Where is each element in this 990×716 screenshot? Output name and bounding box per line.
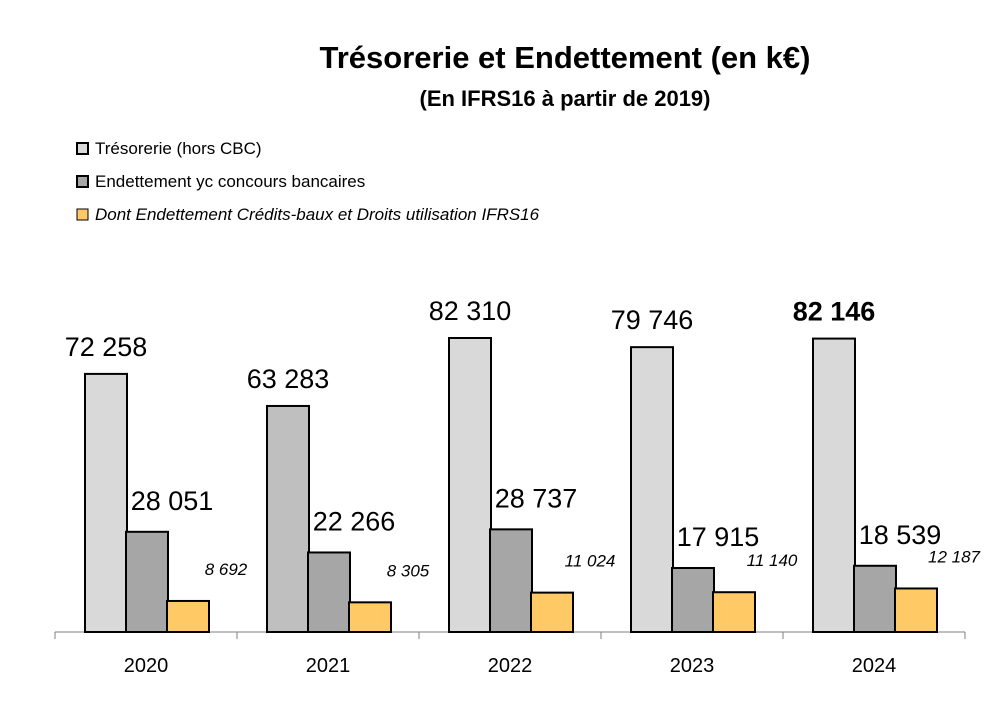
data-label-ifrs16-2021: 8 305 (387, 561, 430, 580)
data-label-endettement-2020: 28 051 (131, 486, 214, 516)
legend-swatch-tresorerie (76, 142, 89, 155)
x-tick-label-2022: 2022 (488, 655, 533, 677)
data-label-tresorerie-2021: 63 283 (247, 364, 330, 394)
bar-tresorerie-2023 (630, 346, 674, 633)
chart-title: Trésorerie et Endettement (en k€) (320, 40, 811, 75)
data-label-ifrs16-2023: 11 140 (747, 551, 798, 570)
x-tick-label-2024: 2024 (852, 655, 897, 677)
chart-subtitle: (En IFRS16 à partir de 2019) (420, 86, 711, 111)
bar-tresorerie-2024 (812, 337, 856, 633)
legend-label-tresorerie: Trésorerie (hors CBC) (95, 139, 262, 158)
bar-ifrs16-2020 (166, 599, 210, 633)
data-label-tresorerie-2024: 82 146 (793, 297, 876, 327)
data-label-ifrs16-2020: 8 692 (205, 560, 248, 579)
legend: Trésorerie (hors CBC) Endettement yc con… (76, 139, 540, 224)
bar-ifrs16-2022 (530, 591, 574, 633)
bar-endettement-2022 (489, 528, 533, 634)
bar-tresorerie-2020 (84, 372, 128, 633)
bar-endettement-2021 (307, 551, 351, 634)
plot-area: 2020 72 258 28 051 8 692 2021 63 283 22 266 8 3… (54, 296, 981, 677)
data-label-ifrs16-2024: 12 187 (928, 547, 981, 566)
x-tick-label-2020: 2020 (124, 655, 169, 677)
legend-label-endettement: Endettement yc concours bancaires (95, 172, 365, 191)
data-label-endettement-2023: 17 915 (677, 522, 760, 552)
bar-ifrs16-2024 (894, 587, 938, 634)
bar-endettement-2020 (125, 530, 169, 633)
bar-ifrs16-2021 (348, 601, 392, 634)
bar-tresorerie-2022 (448, 337, 492, 633)
x-tick-label-2021: 2021 (306, 655, 351, 677)
data-label-tresorerie-2020: 72 258 (65, 332, 148, 362)
data-label-endettement-2022: 28 737 (495, 483, 578, 513)
x-tick-label-2023: 2023 (670, 655, 715, 677)
data-label-tresorerie-2022: 82 310 (429, 296, 512, 326)
bar-tresorerie-2021 (266, 404, 310, 633)
data-label-endettement-2024: 18 539 (859, 520, 942, 550)
bar-endettement-2024 (853, 564, 897, 634)
data-label-tresorerie-2023: 79 746 (611, 305, 694, 335)
legend-label-ifrs16: Dont Endettement Crédits-baux et Droits … (95, 205, 540, 224)
bar-ifrs16-2023 (712, 591, 756, 634)
data-label-ifrs16-2022: 11 024 (565, 552, 616, 571)
data-label-endettement-2021: 22 266 (313, 506, 396, 536)
legend-swatch-ifrs16 (76, 208, 89, 221)
legend-swatch-endettement (76, 175, 89, 188)
bar-endettement-2023 (671, 567, 715, 633)
